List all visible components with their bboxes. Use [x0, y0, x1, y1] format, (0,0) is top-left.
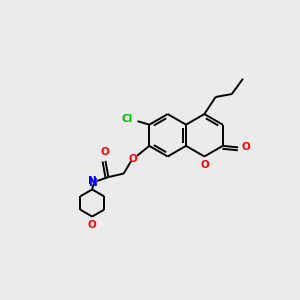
- Text: O: O: [242, 142, 250, 152]
- Text: N: N: [89, 178, 98, 188]
- Text: N: N: [88, 176, 97, 186]
- Text: Cl: Cl: [121, 114, 133, 124]
- Text: O: O: [201, 160, 209, 170]
- Text: O: O: [100, 147, 109, 157]
- Text: O: O: [128, 154, 137, 164]
- Text: O: O: [88, 220, 97, 230]
